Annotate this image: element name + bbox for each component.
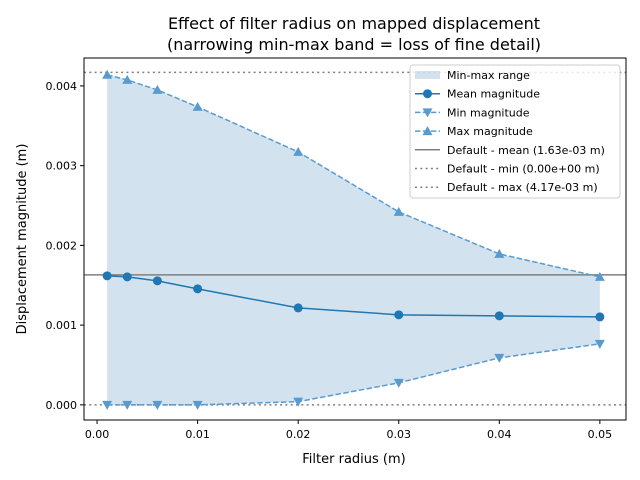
- data-point: [594, 339, 605, 349]
- y-tick-label: 0.000: [46, 399, 78, 412]
- legend-label: Mean magnitude: [447, 88, 540, 101]
- data-point: [594, 271, 605, 281]
- y-tick-label: 0.003: [46, 160, 78, 173]
- legend-marker: [422, 126, 433, 136]
- min-max-band: [107, 74, 600, 405]
- data-point: [102, 69, 113, 79]
- y-tick-label: 0.004: [46, 80, 78, 93]
- data-point: [494, 353, 505, 363]
- legend-marker: [423, 89, 432, 99]
- y-axis-label: Displacement magnitude (m): [15, 144, 30, 335]
- chart-title: Effect of filter radius on mapped displa…: [168, 14, 540, 33]
- data-point: [122, 400, 133, 410]
- legend-label: Default - max (4.17e-03 m): [447, 181, 598, 194]
- x-tick-label: 0.04: [487, 428, 512, 441]
- x-tick-label: 0.02: [286, 428, 311, 441]
- data-point: [393, 206, 404, 216]
- data-point: [102, 271, 112, 281]
- legend-label: Min magnitude: [447, 106, 530, 119]
- legend: Min-max range Mean magnitude Min magnitude…: [409, 64, 621, 199]
- legend-label: Default - mean (1.63e-03 m): [447, 144, 605, 157]
- data-point: [152, 400, 163, 410]
- legend-label: Min-max range: [447, 69, 530, 82]
- data-point: [192, 400, 203, 410]
- data-point: [293, 146, 304, 156]
- x-tick-label: 0.01: [185, 428, 210, 441]
- legend-frame: [409, 64, 621, 199]
- plot-frame: [83, 57, 627, 421]
- data-point: [192, 101, 203, 111]
- x-tick-label: 0.00: [85, 428, 110, 441]
- x-tick-label: 0.03: [386, 428, 411, 441]
- legend-label: Default - min (0.00e+00 m): [447, 163, 600, 176]
- data-point: [122, 74, 133, 84]
- data-point: [494, 248, 505, 258]
- y-tick-label: 0.002: [46, 239, 78, 252]
- data-point: [293, 303, 303, 313]
- data-point: [152, 84, 163, 94]
- legend-swatch: [415, 71, 440, 79]
- chart-subtitle: (narrowing min-max band = loss of fine d…: [167, 35, 541, 54]
- data-point: [122, 272, 132, 282]
- legend-label: Max magnitude: [447, 125, 533, 138]
- data-point: [193, 284, 203, 294]
- data-point: [394, 310, 404, 320]
- data-point: [152, 276, 162, 286]
- x-tick-label: 0.05: [588, 428, 613, 441]
- series-line-2: [106, 74, 601, 278]
- data-point: [494, 311, 504, 321]
- data-point: [102, 400, 113, 410]
- data-point: [393, 378, 404, 388]
- series-line-1: [107, 343, 600, 406]
- x-axis-label: Filter radius (m): [302, 452, 405, 467]
- data-point: [595, 312, 605, 322]
- series-line-0: [107, 275, 600, 318]
- y-tick-label: 0.001: [46, 319, 78, 332]
- data-point: [293, 397, 304, 407]
- legend-marker: [422, 108, 433, 118]
